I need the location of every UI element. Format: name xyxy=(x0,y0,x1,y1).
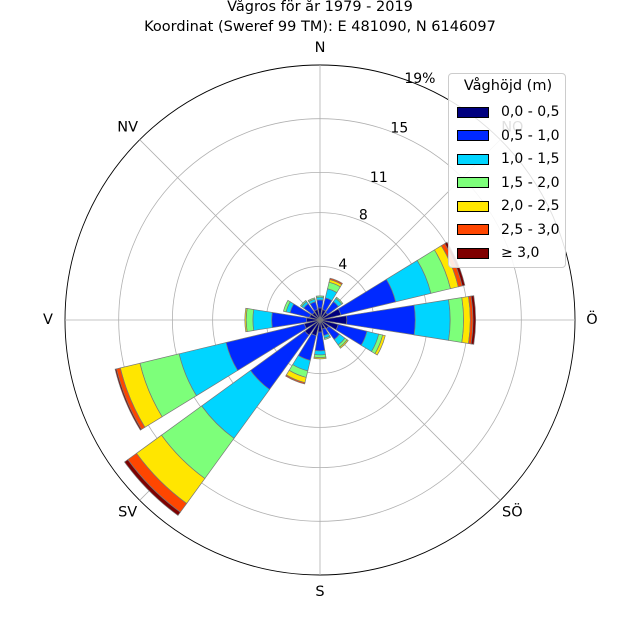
rose-bar-sector-12-bin-3 xyxy=(245,308,255,332)
legend-entry: 0,0 - 0,5 xyxy=(457,104,560,120)
legend-swatch xyxy=(457,130,489,141)
rose-bar-sector-0-bin-3 xyxy=(315,295,325,298)
rose-bar-sector-12-bin-2 xyxy=(252,309,273,331)
rose-bar-sector-9-bin-5 xyxy=(285,374,306,385)
direction-label-5: SV xyxy=(118,504,137,520)
rose-bar-sector-11-bin-6 xyxy=(114,368,142,431)
legend-label: 2,5 - 3,0 xyxy=(501,221,560,238)
legend-swatch xyxy=(457,247,489,259)
legend-swatch xyxy=(457,224,489,235)
grid-spoke xyxy=(139,139,321,321)
rose-bar-sector-4-bin-6 xyxy=(470,295,476,345)
legend-title: Våghöjd (m) xyxy=(463,78,553,94)
direction-label-2: Ö xyxy=(586,310,597,328)
rose-bar-sector-2-bin-3 xyxy=(335,296,344,305)
legend-entry: 1,5 - 2,0 xyxy=(457,174,560,191)
legend-label: 1,0 - 1,5 xyxy=(501,151,560,167)
rose-bar-sector-10-bin-6 xyxy=(124,459,181,516)
legend-entry: 2,5 - 3,0 xyxy=(457,221,560,238)
rose-bar-sector-4-bin-3 xyxy=(448,297,464,343)
rose-bar-sector-15-bin-3 xyxy=(307,297,316,303)
grid-spoke xyxy=(319,319,501,501)
legend-label: ≥ 3,0 xyxy=(501,245,540,261)
legend-label: 0,0 - 0,5 xyxy=(501,104,560,120)
rose-bar-sector-1-bin-5 xyxy=(329,277,343,286)
rose-bar-sector-6-bin-4 xyxy=(339,339,349,349)
direction-label-0: N xyxy=(315,40,326,56)
chart-title-line1: Vågros för år 1979 - 2019 xyxy=(227,0,413,15)
legend-entry: 1,0 - 1,5 xyxy=(457,151,560,167)
legend-entry: 0,5 - 1,0 xyxy=(457,127,560,144)
ring-label: 15 xyxy=(390,120,408,136)
rose-bar-sector-12-bin-4 xyxy=(244,307,248,333)
direction-label-7: NV xyxy=(117,120,138,136)
chart-title: Vågros för år 1979 - 2019 Koordinat (Swe… xyxy=(0,0,640,37)
rose-bar-sector-13-bin-3 xyxy=(283,299,291,313)
legend: Våghöjd (m) 0,0 - 0,5 0,5 - 1,0 1,0 - 1,5 1… xyxy=(448,73,566,268)
rose-bar-sector-7-bin-3 xyxy=(323,335,332,340)
ring-label: 4 xyxy=(338,257,347,273)
rose-bar-sector-4-bin-2 xyxy=(413,299,451,341)
legend-label: 0,5 - 1,0 xyxy=(501,127,560,144)
rose-bar-sector-0-bin-1 xyxy=(316,299,324,309)
ring-label: 19% xyxy=(404,71,435,87)
legend-swatch xyxy=(457,177,489,188)
legend-swatch xyxy=(457,200,489,212)
direction-label-3: SÖ xyxy=(502,502,523,520)
ring-label: 11 xyxy=(370,170,388,186)
wave-rose-bars xyxy=(114,241,476,516)
legend-swatch xyxy=(457,153,489,165)
legend-swatch xyxy=(457,106,489,118)
chart-title-line2: Koordinat (Sweref 99 TM): E 481090, N 61… xyxy=(144,19,496,35)
direction-label-4: S xyxy=(315,584,324,600)
rose-bar-sector-14-bin-3 xyxy=(299,299,308,308)
direction-label-6: V xyxy=(43,312,53,328)
rose-bar-sector-8-bin-4 xyxy=(313,356,327,360)
legend-entry: 2,0 - 2,5 xyxy=(457,198,560,214)
rose-bar-sector-8-bin-2 xyxy=(314,350,326,356)
legend-entry: ≥ 3,0 xyxy=(457,245,540,261)
legend-label: 1,5 - 2,0 xyxy=(501,174,560,191)
rose-bar-sector-5-bin-4 xyxy=(374,334,386,356)
legend-label: 2,0 - 2,5 xyxy=(501,198,560,214)
ring-label: 8 xyxy=(359,207,368,223)
